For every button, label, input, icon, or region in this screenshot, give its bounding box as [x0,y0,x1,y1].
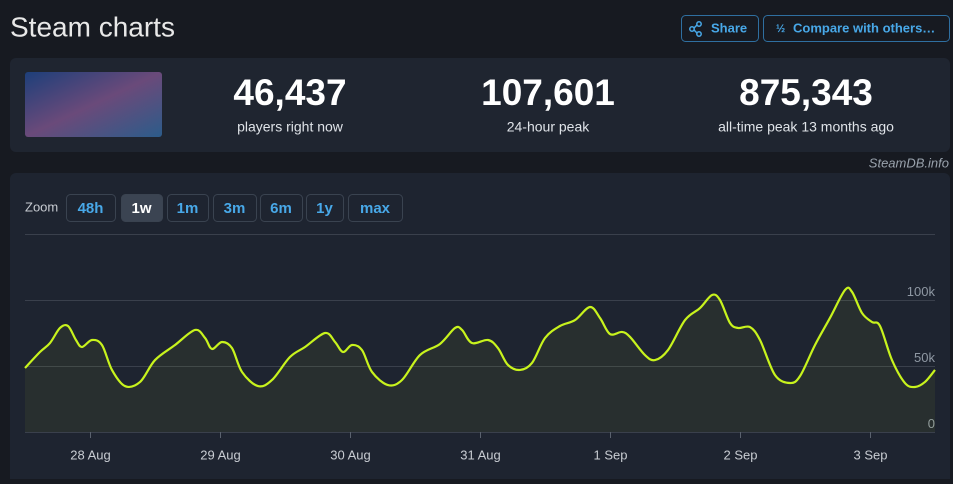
source-label: SteamDB.info [869,155,949,170]
zoom-option: 48h [78,200,104,217]
share-icon [689,21,702,37]
x-tick-label: 29 Aug [200,447,241,462]
stat-value: 875,343 [739,72,873,113]
zoom-button[interactable] [167,194,209,222]
zoom-button[interactable] [121,194,163,222]
y-tick-label: 100k [907,284,936,299]
zoom-button[interactable] [348,194,403,222]
compare-icon: ½ [776,23,785,35]
chart-panel [10,173,950,484]
zoom-option: max [360,200,391,217]
x-tick-label: 1 Sep [594,447,628,462]
y-tick-label: 50k [914,350,935,365]
zoom-button[interactable] [306,194,344,222]
x-tick-label: 2 Sep [724,447,758,462]
zoom-option: 6m [270,200,292,217]
game-art [25,72,162,137]
compare-button[interactable] [763,15,950,42]
stat-label: all-time peak 13 months ago [718,119,894,135]
zoom-button[interactable] [66,194,116,222]
share-label: Share [711,20,747,35]
x-tick-label: 30 Aug [330,447,371,462]
zoom-option: 3m [224,200,246,217]
line [24,286,936,389]
zoom-option: 1m [177,200,199,217]
x-tick-label: 31 Aug [460,447,501,462]
stat-label: 24-hour peak [507,119,591,135]
compare-label: Compare with others… [793,20,935,35]
zoom-option: 1w [131,200,151,217]
x-tick-label: 3 Sep [854,447,888,462]
zoom-button[interactable] [213,194,257,222]
zoom-button[interactable] [260,194,303,222]
stats-panel [10,58,950,152]
stat-label: players right now [237,119,344,135]
zoom-label: Zoom [25,199,58,214]
zoom-option: 1y [316,200,333,217]
area [25,287,935,432]
page-title: Steam charts [10,11,175,42]
stat-value: 46,437 [233,72,346,113]
x-tick-label: 28 Aug [70,447,111,462]
y-tick-label: 0 [928,416,935,431]
stat-value: 107,601 [481,72,615,113]
